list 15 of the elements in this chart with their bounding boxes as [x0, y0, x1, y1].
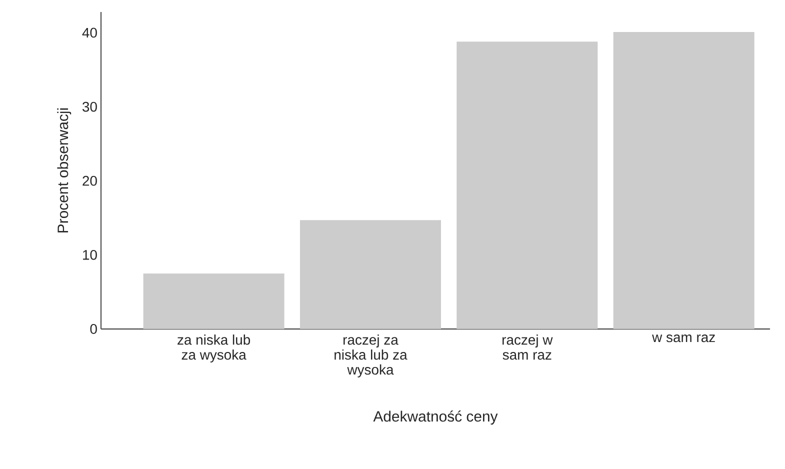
y-tick-label: 30 [82, 102, 97, 112]
x-tick-label: raczej w sam raz [502, 334, 553, 360]
bar [143, 273, 284, 329]
y-tick-label: 0 [90, 324, 97, 334]
bar [456, 42, 598, 329]
x-tick-label: raczej za niska lub za wysoka [334, 334, 408, 378]
bar [613, 32, 754, 329]
y-tick-label: 10 [83, 250, 97, 260]
x-axis-title: Adekwatność ceny [373, 410, 498, 425]
y-axis-title: Procent obserwacji [57, 108, 72, 232]
bar [300, 220, 441, 329]
x-tick-label: za niska lub za wysoka [178, 334, 250, 362]
x-tick-label: w sam raz [652, 334, 715, 342]
y-tick-label: 20 [82, 176, 97, 186]
y-tick-label: 40 [82, 28, 97, 38]
